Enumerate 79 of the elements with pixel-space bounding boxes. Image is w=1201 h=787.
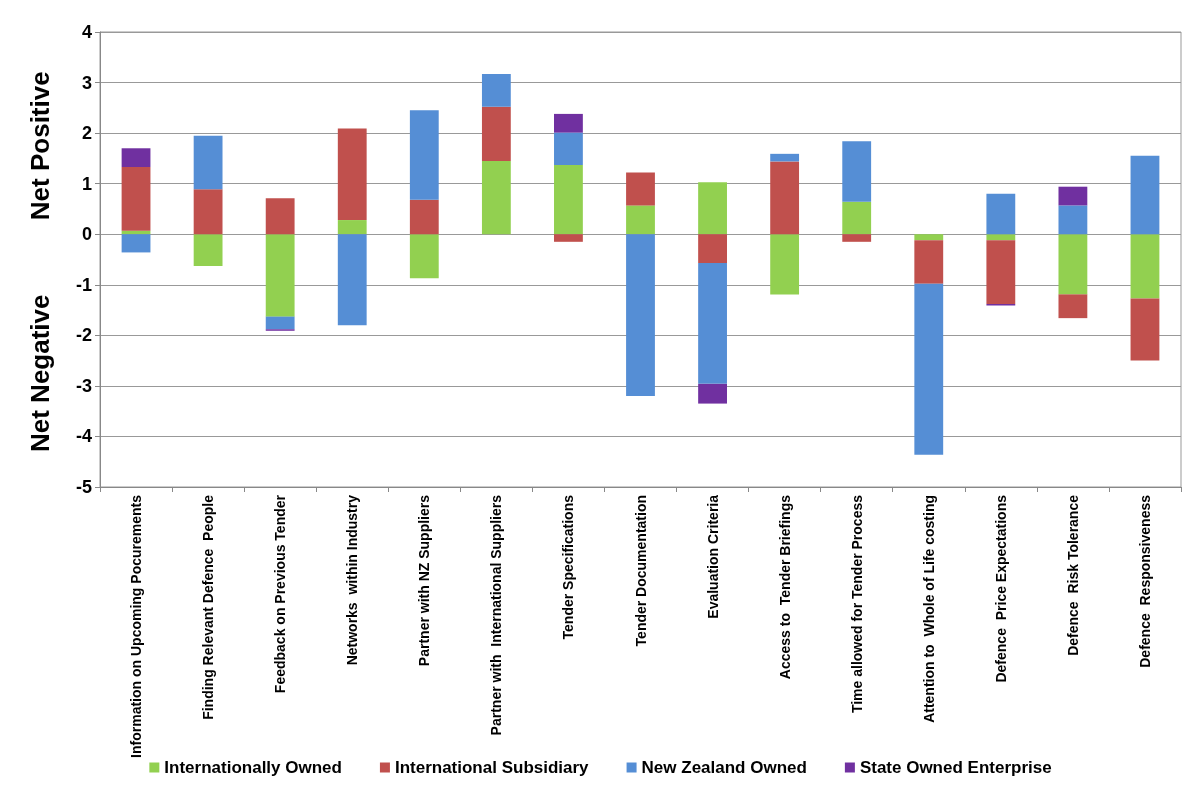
- bar: [554, 113, 583, 133]
- bar: [842, 141, 872, 202]
- x-tick-label: Evaluation Criteria: [704, 494, 721, 619]
- bar: [770, 153, 800, 162]
- bar: [337, 128, 367, 221]
- bar: [1130, 234, 1160, 299]
- bar: [1058, 294, 1088, 319]
- bar: [409, 234, 439, 279]
- y-tick-label: 3: [81, 72, 92, 93]
- bar: [554, 164, 583, 235]
- bar: [914, 240, 944, 284]
- y-tick-label: -2: [75, 325, 92, 346]
- bar: [1130, 155, 1160, 235]
- bar: [265, 198, 295, 235]
- bar: [698, 263, 727, 384]
- legend-label: International Subsidiary: [394, 758, 590, 777]
- x-tick-label: Partner with NZ Suppliers: [416, 494, 433, 667]
- x-tick-label: Tender Specifications: [560, 494, 577, 640]
- bar: [914, 234, 944, 241]
- bar: [842, 234, 872, 242]
- x-tick-label: Tender Documentation: [632, 495, 649, 647]
- bar: [554, 132, 583, 165]
- y-tick-label: -4: [75, 426, 92, 447]
- bar: [265, 316, 295, 330]
- bar: [698, 383, 727, 404]
- bar: [481, 73, 511, 107]
- bar: [121, 148, 151, 167]
- bar: [409, 110, 439, 200]
- x-tick-label: Defence Price Expectations: [992, 494, 1009, 683]
- bar: [409, 199, 439, 235]
- y-tick-label: 2: [81, 123, 92, 144]
- x-tick-label: Networks within Industry: [344, 494, 361, 666]
- legend-label: Internationally Owned: [164, 758, 342, 777]
- bar: [698, 234, 727, 264]
- legend-label: New Zealand Owned: [641, 758, 807, 777]
- bar: [986, 193, 1016, 235]
- bar: [265, 234, 295, 317]
- bar: [193, 189, 223, 235]
- bar: [1130, 298, 1160, 361]
- bar: [121, 166, 151, 231]
- bar: [193, 135, 223, 190]
- bar: [481, 106, 511, 161]
- x-tick-label: Attention to Whole of Life costing: [920, 495, 937, 723]
- bar: [986, 240, 1016, 304]
- bar: [1058, 186, 1088, 206]
- bar: [842, 201, 872, 235]
- x-tick-label: Access to Tender Briefings: [776, 494, 793, 680]
- bar: [121, 234, 151, 253]
- y-tick-label: 4: [81, 22, 92, 42]
- text: Net Positive: [25, 71, 55, 221]
- y-tick-label: 0: [81, 224, 92, 245]
- x-tick-label: Defence Risk Tolerance: [1064, 494, 1081, 656]
- bar: [1058, 205, 1088, 235]
- x-tick-label: Time allowed for Tender Process: [848, 494, 865, 714]
- x-tick-label: Feedback on Previous Tender: [272, 494, 289, 694]
- bar: [698, 182, 727, 235]
- bar: [1058, 234, 1088, 295]
- bar: [914, 283, 944, 455]
- bar: [626, 234, 655, 396]
- bar: [626, 172, 655, 206]
- bar: [193, 234, 223, 267]
- text: Net Negative: [25, 294, 55, 452]
- bar: [986, 234, 1016, 241]
- y-tick-label: 1: [81, 173, 92, 194]
- legend-label: State Owned Enterprise: [859, 758, 1052, 777]
- y-tick-label: -1: [75, 274, 92, 295]
- bar: [554, 234, 583, 242]
- x-tick-label: Defence Responsiveness: [1136, 494, 1153, 668]
- bar: [337, 234, 367, 326]
- bar: [770, 234, 800, 295]
- bar: [481, 160, 511, 235]
- bar: [770, 161, 800, 235]
- bar: [337, 220, 367, 235]
- y-tick-label: -5: [75, 477, 92, 497]
- x-tick-label: Finding Relevant Defence People: [200, 494, 217, 720]
- bar: [626, 205, 655, 235]
- x-tick-label: Partner with International Suppliers: [488, 494, 505, 736]
- y-tick-label: -3: [75, 375, 92, 396]
- x-tick-label: Information on Upcoming Pocurements: [128, 494, 145, 758]
